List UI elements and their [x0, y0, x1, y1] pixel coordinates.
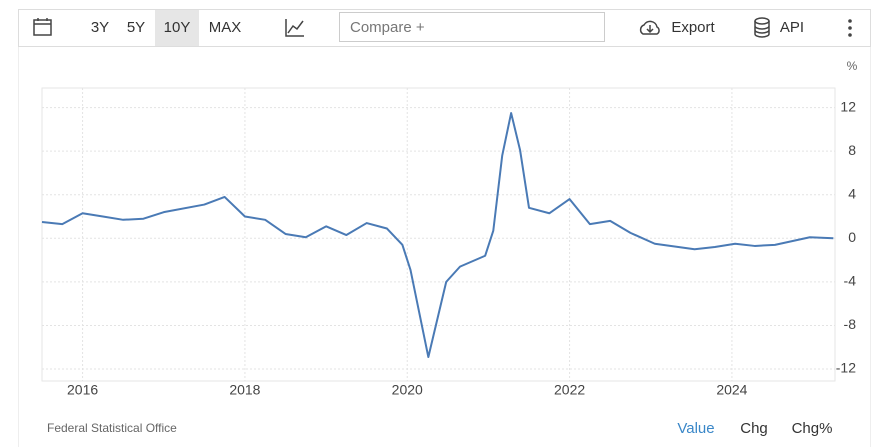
x-tick-label: 2018 [229, 382, 260, 398]
y-tick-label: -4 [844, 273, 857, 289]
x-tick-label: 2024 [716, 382, 747, 398]
tab[interactable]: Value [677, 420, 714, 437]
x-tick-label: 2022 [554, 382, 585, 398]
y-tick-label: 12 [840, 98, 856, 114]
y-tick-label: -12 [836, 360, 856, 376]
y-tick-label: -8 [844, 316, 857, 332]
range-button[interactable]: 5Y [126, 19, 146, 36]
tab[interactable]: Chg% [792, 420, 833, 437]
api-icon[interactable] [751, 16, 773, 40]
export-button[interactable]: Export [671, 19, 715, 36]
chart-type-icon[interactable] [283, 16, 307, 40]
unit-label: % [847, 59, 858, 73]
y-tick-label: 0 [848, 229, 856, 245]
range-button[interactable]: 10Y [155, 10, 199, 46]
y-tick-label: 8 [848, 142, 856, 158]
compare-input[interactable]: Compare + [339, 12, 605, 42]
x-tick-label: 2016 [67, 382, 98, 398]
x-tick-label: 2020 [392, 382, 423, 398]
toolbar: 3Y 5Y 10Y MAX Compare + Export API [18, 9, 871, 47]
tab[interactable]: Chg [740, 420, 768, 437]
api-button[interactable]: API [779, 19, 805, 36]
source: Federal Statistical Office [47, 421, 177, 435]
data-line [41, 112, 834, 359]
range-button[interactable]: MAX [208, 19, 242, 36]
menu-icon[interactable] [845, 16, 855, 40]
chart-frame [18, 47, 871, 447]
calendar-icon[interactable] [31, 16, 55, 40]
range-button[interactable]: 3Y [90, 19, 110, 36]
plot-area [41, 87, 836, 382]
export-icon[interactable] [637, 16, 663, 40]
y-tick-label: 4 [848, 185, 856, 201]
